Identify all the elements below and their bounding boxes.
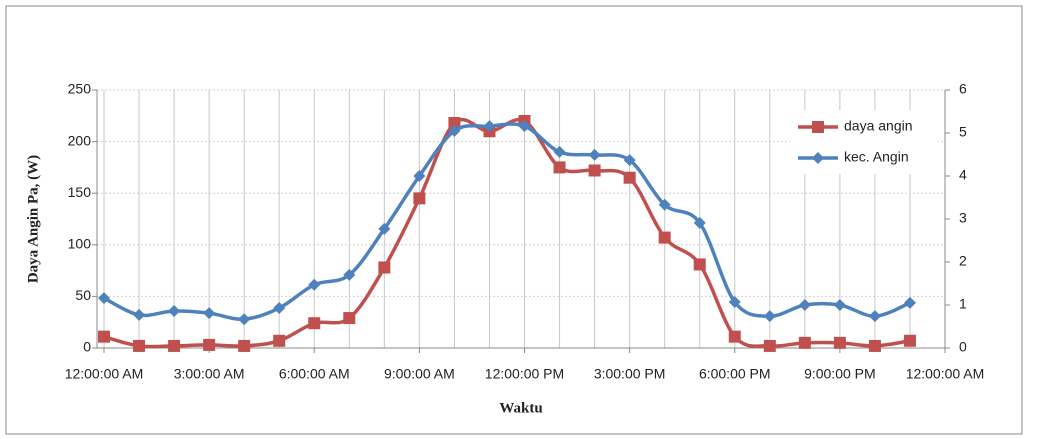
y-tick-label: 200	[68, 132, 92, 148]
point	[378, 222, 391, 235]
point	[483, 120, 496, 133]
y2-tick-label: 2	[959, 253, 967, 269]
x-tick-label: 3:00:00 AM	[174, 366, 245, 382]
point	[553, 145, 566, 158]
y-tick-label: 150	[68, 184, 92, 200]
y2-tick-label: 3	[959, 210, 967, 226]
y-tick-label: 250	[68, 81, 92, 97]
point	[623, 154, 636, 167]
point	[798, 336, 811, 349]
point	[693, 216, 706, 229]
y-tick-label: 0	[83, 339, 91, 355]
point	[168, 305, 181, 318]
y2-tick-label: 0	[959, 339, 967, 355]
y2-tick-label: 4	[959, 167, 967, 183]
legend-box	[790, 110, 938, 174]
point	[693, 258, 706, 271]
y-tick-label: 100	[68, 236, 92, 252]
point	[98, 292, 111, 305]
point	[273, 302, 286, 315]
legend-label: kec. Angin	[844, 149, 909, 165]
point	[133, 339, 146, 352]
y-tick-label: 50	[75, 287, 91, 303]
point	[868, 310, 881, 323]
point	[763, 339, 776, 352]
x-tick-label: 6:00:00 PM	[699, 366, 771, 382]
point	[728, 330, 741, 343]
x-tick-label: 9:00:00 PM	[804, 366, 876, 382]
y2-tick-label: 1	[959, 296, 967, 312]
y2-tick-label: 6	[959, 81, 967, 97]
x-tick-label: 3:00:00 PM	[594, 366, 666, 382]
point	[833, 299, 846, 311]
point	[343, 268, 356, 281]
point	[833, 336, 846, 349]
legend-label: daya angin	[844, 118, 913, 134]
x-tick-label: 12:00:00 AM	[65, 366, 144, 382]
point	[203, 307, 216, 320]
point	[763, 310, 776, 323]
point	[413, 170, 426, 182]
point	[413, 192, 426, 205]
point	[623, 171, 636, 184]
point	[203, 338, 216, 351]
point	[343, 312, 356, 325]
point	[658, 231, 671, 244]
point	[812, 121, 824, 133]
point	[518, 120, 531, 133]
x-tick-label: 12:00:00 AM	[906, 366, 985, 382]
x-tick-label: 12:00:00 PM	[485, 366, 564, 382]
point	[308, 278, 321, 291]
point	[798, 299, 811, 311]
point	[238, 313, 251, 326]
point	[903, 334, 916, 347]
point	[588, 164, 601, 177]
point	[868, 339, 881, 352]
point	[448, 124, 461, 137]
point	[588, 148, 601, 161]
point	[168, 339, 181, 352]
point	[98, 330, 111, 343]
point	[812, 152, 824, 164]
point	[903, 296, 916, 309]
point	[448, 117, 461, 130]
legend: daya angin kec. Angin	[790, 110, 938, 174]
x-tick-label: 9:00:00 AM	[384, 366, 455, 382]
point	[728, 295, 741, 308]
chart-frame	[5, 5, 1023, 435]
point	[273, 334, 286, 347]
point	[658, 198, 671, 211]
x-tick-label: 6:00:00 AM	[279, 366, 350, 382]
point	[378, 261, 391, 274]
point	[133, 308, 146, 321]
point	[238, 339, 251, 352]
point	[553, 161, 566, 174]
x-axis-title: Waktu	[499, 400, 542, 416]
y2-tick-label: 5	[959, 124, 967, 140]
y-axis-title: Daya Angin Pa, (W)	[25, 155, 41, 283]
point	[308, 317, 321, 330]
